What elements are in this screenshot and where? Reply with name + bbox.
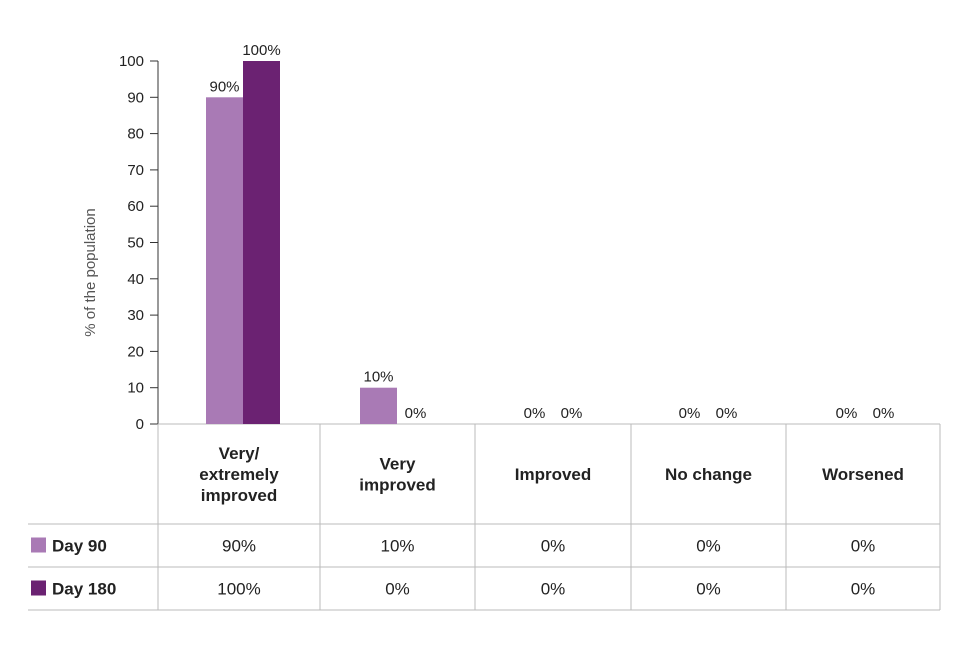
- y-tick-label: 10: [127, 380, 144, 397]
- table-cell-value: 0%: [385, 580, 410, 599]
- table-cell-value: 0%: [696, 580, 721, 599]
- legend-label: Day 90: [52, 537, 107, 556]
- y-tick-label: 90: [127, 89, 144, 106]
- y-tick-label: 80: [127, 126, 144, 143]
- legend-label: Day 180: [52, 580, 116, 599]
- bar-data-label: 0%: [524, 405, 546, 422]
- category-label: No change: [665, 465, 752, 484]
- bar-data-label: 100%: [242, 42, 280, 59]
- bar-data-label: 10%: [363, 369, 393, 386]
- y-tick-label: 100: [119, 53, 144, 70]
- category-label: Very: [380, 455, 416, 474]
- bar-data-label: 0%: [836, 405, 858, 422]
- bar-day-90: [206, 97, 243, 425]
- legend-swatch: [31, 537, 46, 553]
- bar-data-label: 0%: [716, 405, 738, 422]
- legend-swatch: [31, 580, 46, 596]
- y-tick-label: 20: [127, 343, 144, 360]
- y-tick-label: 60: [127, 198, 144, 215]
- category-label: Improved: [515, 465, 592, 484]
- table-cell-value: 0%: [851, 580, 876, 599]
- y-tick-label: 50: [127, 235, 144, 252]
- bar-data-label: 90%: [209, 78, 239, 95]
- y-tick-label: 70: [127, 162, 144, 179]
- table-cell-value: 90%: [222, 537, 256, 556]
- table-cell-value: 0%: [541, 580, 566, 599]
- category-label: Very/: [219, 444, 260, 463]
- table-cell-value: 100%: [217, 580, 260, 599]
- category-label: improved: [359, 476, 436, 495]
- bar-day-90: [360, 387, 397, 424]
- table-cell-value: 0%: [696, 537, 721, 556]
- category-label: improved: [201, 486, 278, 505]
- category-label: Worsened: [822, 465, 904, 484]
- bar-data-label: 0%: [873, 405, 895, 422]
- bar-data-label: 0%: [405, 405, 427, 422]
- y-axis-label: % of the population: [82, 208, 99, 336]
- bar-data-label: 0%: [561, 405, 583, 422]
- category-label: extremely: [199, 465, 279, 484]
- table-cell-value: 0%: [851, 537, 876, 556]
- y-tick-label: 0: [136, 416, 144, 433]
- bar-day-180: [243, 61, 280, 424]
- y-tick-label: 30: [127, 307, 144, 324]
- bar-data-label: 0%: [679, 405, 701, 422]
- y-tick-label: 40: [127, 271, 144, 288]
- table-cell-value: 10%: [380, 537, 414, 556]
- table-cell-value: 0%: [541, 537, 566, 556]
